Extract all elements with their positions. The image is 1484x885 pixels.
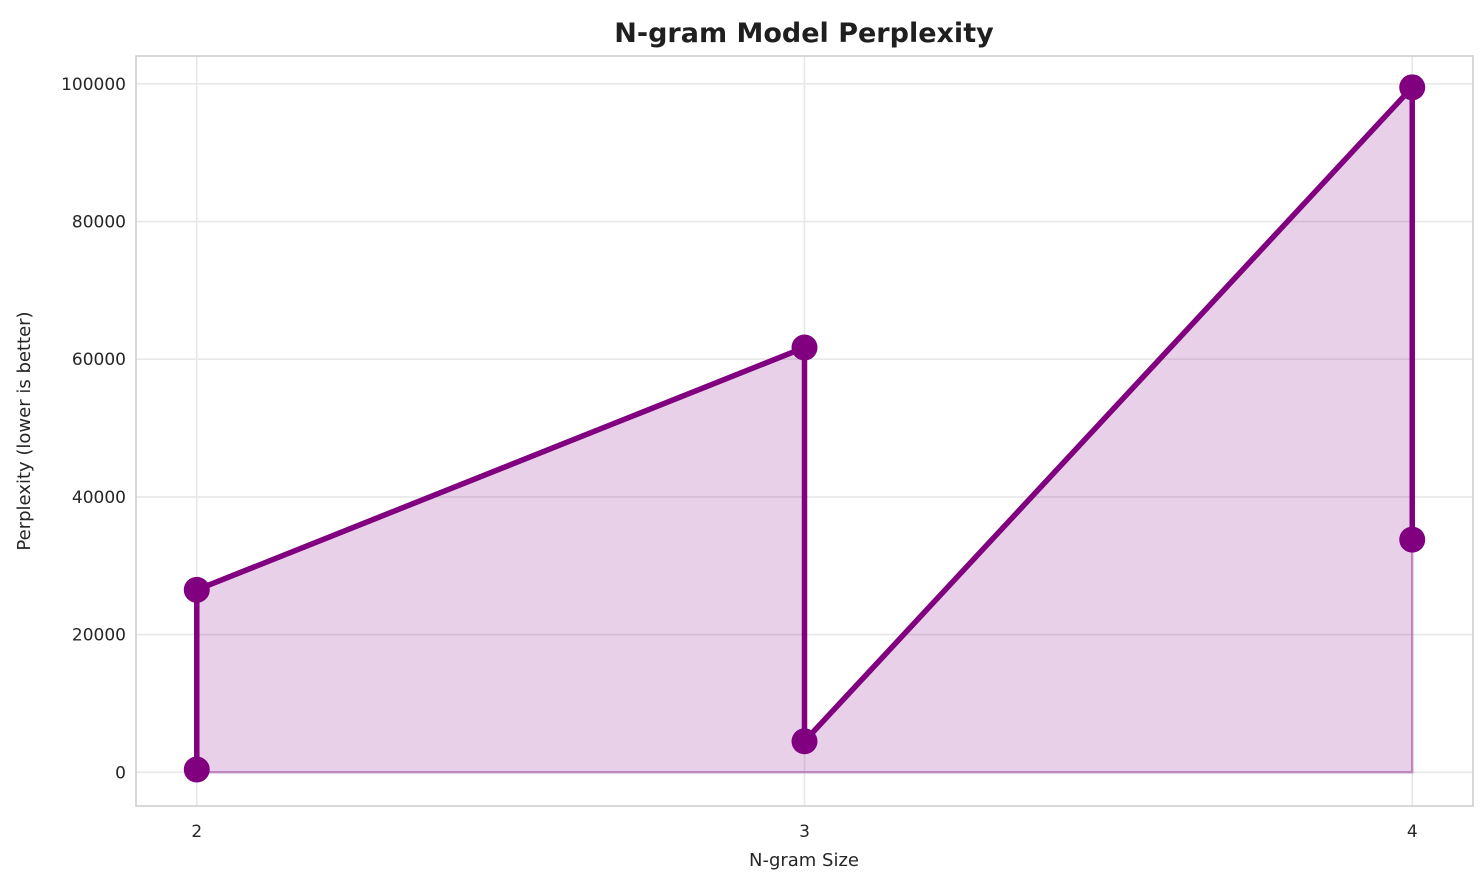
y-tick-label: 40000 — [72, 488, 126, 508]
data-point — [1399, 526, 1426, 553]
y-tick-label: 20000 — [72, 626, 126, 646]
y-tick-label: 0 — [115, 763, 126, 783]
plot-frame — [135, 55, 1474, 807]
data-point — [791, 334, 818, 361]
x-tick-label: 2 — [191, 822, 202, 842]
data-line — [194, 84, 1415, 773]
y-axis-label: Perplexity (lower is better) — [14, 311, 35, 550]
x-tick-label: 4 — [1407, 822, 1418, 842]
y-tick-label: 100000 — [61, 75, 126, 95]
data-point — [183, 756, 210, 783]
x-axis-label: N-gram Size — [749, 850, 859, 871]
data-point — [791, 728, 818, 755]
x-tick-label: 3 — [799, 822, 810, 842]
chart-title: N-gram Model Perplexity — [614, 18, 994, 49]
tick-layer: 0 20000 40000 60000 80000 100000 2 3 4 — [61, 75, 1418, 842]
y-tick-label: 60000 — [72, 350, 126, 370]
data-point — [1399, 74, 1426, 101]
y-tick-label: 80000 — [72, 213, 126, 233]
data-point — [183, 576, 210, 603]
plot-layer — [183, 74, 1426, 783]
